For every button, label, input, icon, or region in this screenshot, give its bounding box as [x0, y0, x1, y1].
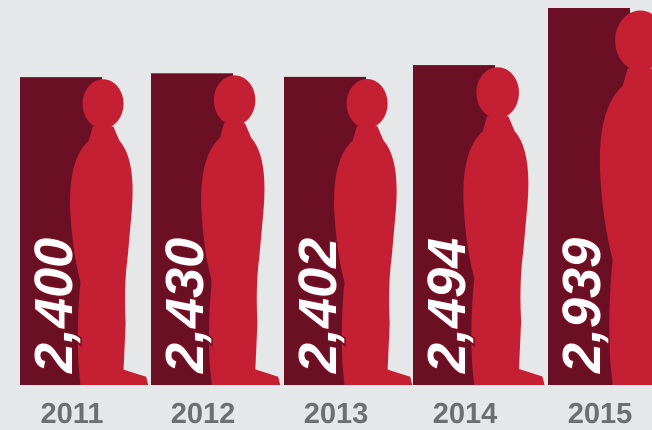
silhouette-body	[201, 123, 281, 386]
silhouette	[463, 67, 545, 385]
x-tick-label: 2015	[568, 398, 633, 430]
silhouette	[334, 78, 413, 385]
silhouette-head	[346, 78, 388, 129]
silhouette-head	[82, 79, 124, 129]
x-tick-label: 2012	[171, 398, 236, 430]
x-tick-label: 2013	[304, 398, 369, 430]
silhouette-body	[599, 68, 652, 385]
silhouette-head	[476, 67, 519, 119]
value-label: 2,430	[155, 238, 215, 374]
x-tick-label: 2014	[433, 398, 498, 430]
silhouette-head	[213, 75, 256, 126]
value-label: 2,400	[24, 238, 84, 374]
silhouette-body	[334, 126, 413, 385]
silhouette-head	[615, 10, 652, 71]
value-label: 2,402	[288, 238, 348, 374]
value-label: 2,939	[552, 238, 612, 374]
value-label: 2,494	[417, 238, 477, 374]
silhouette	[599, 10, 652, 385]
silhouette	[70, 79, 149, 385]
x-tick-label: 2011	[41, 398, 104, 430]
silhouette-body	[70, 126, 149, 385]
silhouette	[201, 75, 281, 386]
silhouette-body	[463, 116, 545, 385]
